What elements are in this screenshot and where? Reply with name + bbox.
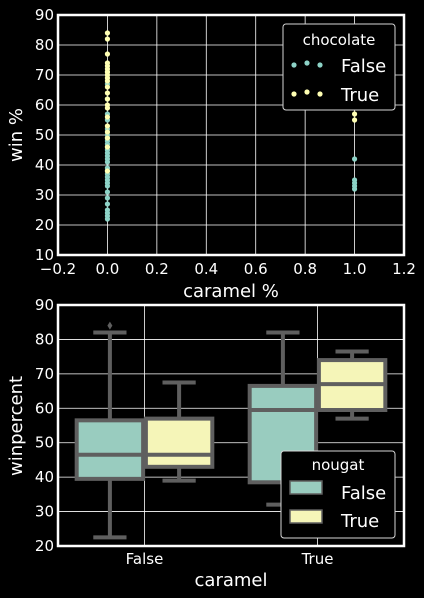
scatter-point-false <box>104 195 111 201</box>
scatter-chart: −0.2 0.0 0.2 0.4 0.6 0.8 1.0 1.2 10 20 30 40 50 60 70 8… <box>6 6 416 302</box>
box-legend-label-false: False <box>341 483 386 504</box>
box-legend: nougat False True <box>280 450 396 539</box>
box-group-true <box>316 349 388 421</box>
scatter-legend-label-false: False <box>341 56 386 77</box>
scatter-y-axis-label: win % <box>6 108 27 162</box>
scatter-point-true <box>104 114 111 120</box>
box-y-tick-label: 40 <box>35 468 54 486</box>
box-iqr <box>143 416 215 469</box>
scatter-point-true <box>104 90 111 96</box>
box-y-tick-label: 30 <box>35 503 54 521</box>
box-tick-labels: 20 30 40 50 60 70 80 90 False True <box>35 296 334 568</box>
scatter-x-tick-label: 0.4 <box>194 260 218 278</box>
scatter-y-tick-label: 70 <box>35 66 54 84</box>
scatter-point-false <box>351 156 358 162</box>
box-y-axis-label: winpercent <box>6 376 27 476</box>
scatter-point-true <box>104 84 111 90</box>
scatter-point-true <box>104 129 111 135</box>
scatter-x-tick-label: 0.2 <box>145 260 169 278</box>
scatter-point-true <box>104 102 111 108</box>
box-y-tick-label: 70 <box>35 365 54 383</box>
scatter-y-tick-label: 30 <box>35 186 54 204</box>
box-legend-swatch-false <box>289 480 323 495</box>
scatter-y-tick-label: 80 <box>35 36 54 54</box>
scatter-y-tick-label: 10 <box>35 246 54 264</box>
scatter-tick-labels: −0.2 0.0 0.2 0.4 0.6 0.8 1.0 1.2 10 20 30 40 50 60 70 8… <box>35 6 416 278</box>
box-plot-frame <box>56 303 406 548</box>
box-group-false <box>74 321 146 540</box>
box-legend-label-true: True <box>340 511 379 532</box>
scatter-point-false <box>104 207 111 213</box>
scatter-point-true <box>351 111 358 117</box>
legend-marker-true <box>291 89 323 97</box>
scatter-x-tick-label: 1.0 <box>343 260 367 278</box>
scatter-point-true <box>104 135 111 141</box>
scatter-legend: chocolate False True <box>282 23 396 111</box>
scatter-point-true <box>104 123 111 129</box>
scatter-point-true <box>104 96 111 102</box>
box-y-tick-label: 80 <box>35 330 54 348</box>
box-x-tick-label: False <box>126 550 164 568</box>
scatter-x-tick-label: 0.8 <box>293 260 317 278</box>
box-x-tick-label: True <box>301 550 334 568</box>
box-group-true <box>143 380 215 483</box>
box-legend-title: nougat <box>312 456 365 474</box>
box-y-tick-label: 90 <box>35 296 54 314</box>
scatter-point-false <box>104 189 111 195</box>
scatter-y-tick-label: 90 <box>35 6 54 24</box>
scatter-point-true <box>104 51 111 57</box>
scatter-legend-label-true: True <box>340 85 379 106</box>
scatter-point-true <box>104 168 111 174</box>
scatter-point-true <box>351 117 358 123</box>
scatter-y-tick-label: 20 <box>35 216 54 234</box>
box-legend-swatch-true <box>289 509 323 524</box>
box-y-tick-label: 50 <box>35 434 54 452</box>
scatter-y-tick-label: 40 <box>35 156 54 174</box>
box-chart: 20 30 40 50 60 70 80 90 False True caramel winper… <box>6 296 406 591</box>
scatter-point-true <box>104 144 111 150</box>
box-y-tick-label: 20 <box>35 537 54 555</box>
scatter-plot-frame <box>56 13 406 257</box>
box-x-axis-label: caramel <box>195 570 268 591</box>
scatter-x-tick-label: 1.2 <box>392 260 416 278</box>
box-flier <box>107 321 113 330</box>
scatter-point-true <box>104 36 111 42</box>
scatter-x-tick-label: 0.0 <box>95 260 119 278</box>
scatter-x-tick-label: 0.6 <box>244 260 268 278</box>
scatter-y-tick-label: 50 <box>35 126 54 144</box>
scatter-point-true <box>104 60 111 66</box>
scatter-x-axis-label: caramel % <box>183 281 279 302</box>
box-y-tick-label: 60 <box>35 399 54 417</box>
scatter-x-tick-label: −0.2 <box>40 260 76 278</box>
scatter-y-tick-label: 60 <box>35 96 54 114</box>
scatter-point-false <box>104 201 111 207</box>
legend-marker-false <box>291 60 323 68</box>
scatter-legend-box <box>282 23 396 111</box>
scatter-point-true <box>104 30 111 36</box>
box-iqr <box>74 418 146 481</box>
scatter-legend-title: chocolate <box>303 31 376 49</box>
scatter-point-false <box>351 177 358 183</box>
